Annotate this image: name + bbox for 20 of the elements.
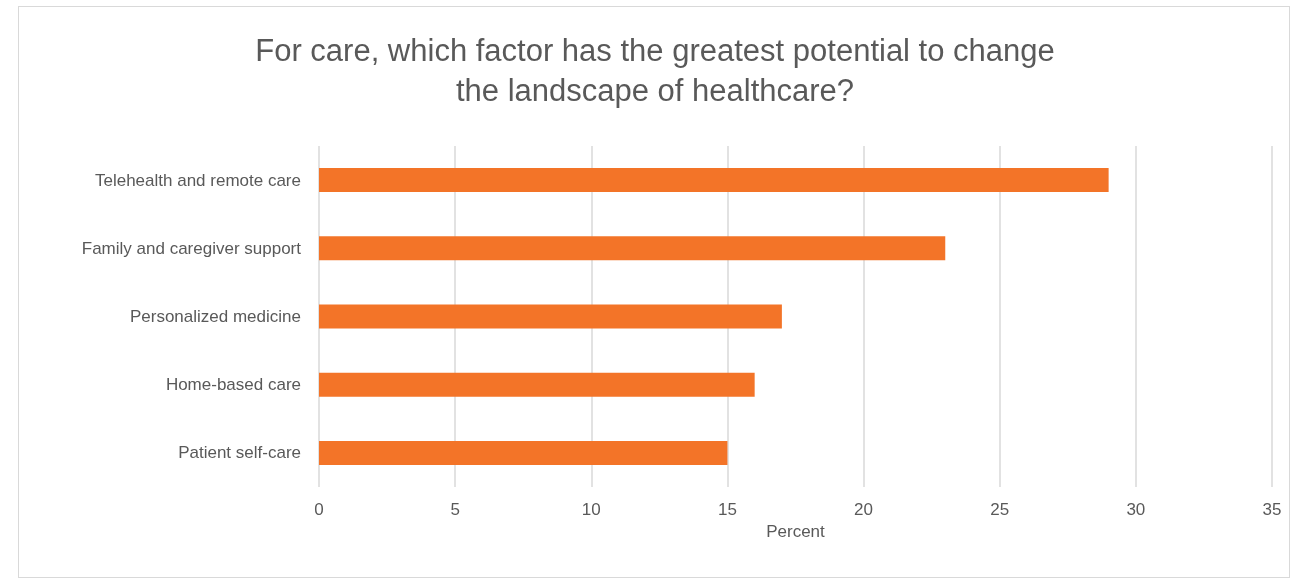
chart-title: For care, which factor has the greatest potential to change the landscape of healthcare? — [255, 32, 1055, 108]
bar — [319, 236, 946, 261]
y-tick-label: Home-based care — [165, 375, 301, 395]
x-tick-label: 15 — [717, 500, 737, 519]
x-tick-label: 25 — [990, 500, 1010, 519]
y-tick-label: Personalized medicine — [129, 307, 301, 326]
bar — [319, 440, 728, 465]
y-tick-label: Patient self-care — [178, 443, 301, 463]
bar — [319, 304, 782, 329]
bar — [319, 168, 1109, 193]
x-tick-label: 35 — [1262, 500, 1282, 519]
x-tick-label: 5 — [450, 500, 460, 519]
bar — [319, 372, 755, 397]
x-tick-label: 20 — [854, 500, 874, 519]
x-tick-label: 10 — [581, 500, 601, 519]
y-tick-label: Telehealth and remote care — [94, 170, 301, 190]
x-tick-label: 30 — [1126, 500, 1146, 519]
x-axis-title: Percent — [766, 521, 826, 541]
y-tick-label: Family and caregiver support — [81, 238, 302, 258]
x-tick-label: 0 — [314, 500, 324, 519]
